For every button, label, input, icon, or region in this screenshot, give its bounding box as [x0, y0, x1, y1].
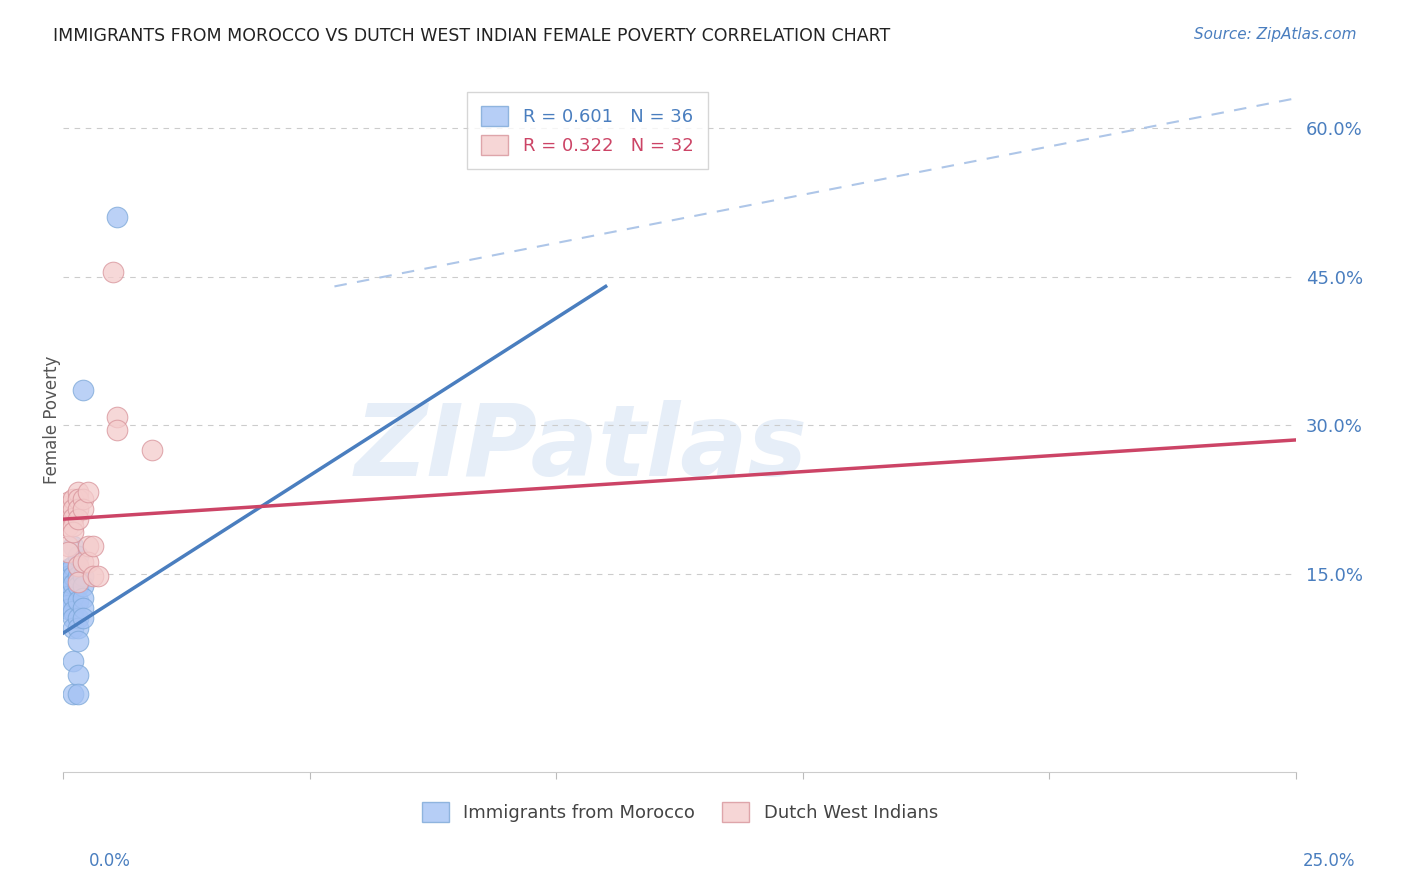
Point	[62, 492, 84, 507]
Point	[56, 495, 79, 509]
Point	[66, 574, 89, 589]
Point	[66, 512, 89, 526]
Point	[62, 604, 84, 618]
Point	[56, 565, 79, 579]
Point	[107, 423, 129, 437]
Point	[72, 578, 94, 592]
Point	[141, 442, 163, 457]
Text: 0.0%: 0.0%	[89, 852, 131, 870]
Point	[62, 558, 84, 573]
Legend: Immigrants from Morocco, Dutch West Indians: Immigrants from Morocco, Dutch West Indi…	[415, 795, 945, 830]
Point	[72, 568, 94, 582]
Point	[62, 519, 84, 533]
Point	[72, 555, 94, 569]
Point	[82, 568, 104, 582]
Point	[56, 578, 79, 592]
Point	[56, 519, 79, 533]
Point	[56, 584, 79, 599]
Point	[66, 611, 89, 625]
Point	[56, 507, 79, 521]
Point	[56, 500, 79, 514]
Point	[72, 502, 94, 516]
Point	[62, 511, 84, 525]
Point	[62, 621, 84, 635]
Text: ZIPatlas: ZIPatlas	[354, 400, 807, 497]
Point	[66, 621, 89, 635]
Point	[56, 599, 79, 613]
Point	[56, 505, 79, 519]
Text: 25.0%: 25.0%	[1302, 852, 1355, 870]
Point	[56, 545, 79, 559]
Point	[107, 410, 129, 425]
Point	[56, 594, 79, 608]
Point	[72, 384, 94, 398]
Point	[62, 688, 84, 702]
Point	[66, 634, 89, 648]
Point	[56, 572, 79, 586]
Point	[62, 611, 84, 625]
Point	[56, 539, 79, 553]
Point	[66, 594, 89, 608]
Point	[66, 549, 89, 563]
Point	[66, 492, 89, 507]
Point	[66, 485, 89, 500]
Point	[72, 591, 94, 606]
Point	[66, 688, 89, 702]
Point	[62, 576, 84, 591]
Point	[62, 568, 84, 582]
Point	[62, 591, 84, 605]
Point	[72, 611, 94, 625]
Point	[66, 558, 89, 573]
Point	[101, 264, 124, 278]
Point	[56, 568, 79, 582]
Point	[66, 667, 89, 681]
Text: Source: ZipAtlas.com: Source: ZipAtlas.com	[1194, 27, 1357, 42]
Point	[62, 539, 84, 553]
Point	[56, 590, 79, 604]
Point	[62, 524, 84, 539]
Point	[66, 568, 89, 582]
Y-axis label: Female Poverty: Female Poverty	[44, 356, 60, 484]
Point	[107, 210, 129, 224]
Point	[56, 562, 79, 576]
Text: IMMIGRANTS FROM MOROCCO VS DUTCH WEST INDIAN FEMALE POVERTY CORRELATION CHART: IMMIGRANTS FROM MOROCCO VS DUTCH WEST IN…	[53, 27, 890, 45]
Point	[72, 601, 94, 615]
Point	[87, 568, 110, 582]
Point	[66, 502, 89, 516]
Point	[56, 602, 79, 616]
Point	[62, 654, 84, 668]
Point	[77, 555, 100, 569]
Point	[72, 492, 94, 507]
Point	[77, 485, 100, 500]
Point	[62, 502, 84, 516]
Point	[82, 539, 104, 553]
Point	[56, 512, 79, 526]
Point	[66, 558, 89, 573]
Point	[77, 539, 100, 553]
Point	[66, 578, 89, 592]
